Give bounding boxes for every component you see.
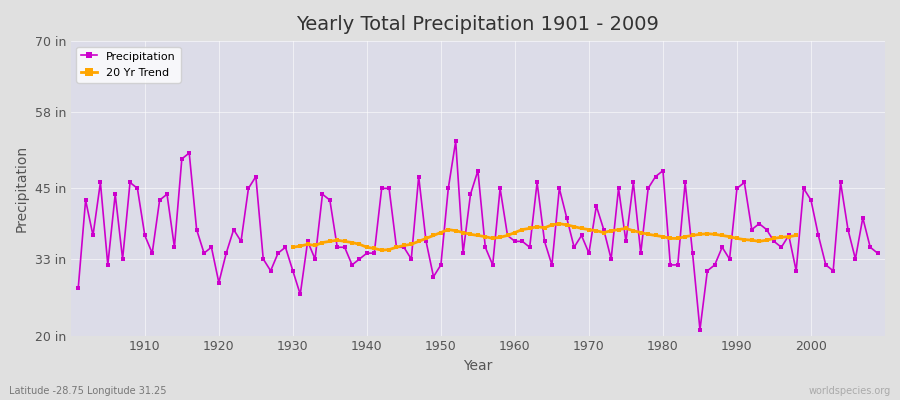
Text: Latitude -28.75 Longitude 31.25: Latitude -28.75 Longitude 31.25 [9,386,166,396]
20 Yr Trend [688,233,698,238]
Precipitation [73,286,84,291]
20 Yr Trend [287,245,298,250]
20 Yr Trend [591,228,602,233]
Text: worldspecies.org: worldspecies.org [809,386,891,396]
20 Yr Trend [369,246,380,251]
Precipitation [517,239,527,244]
Line: 20 Yr Trend: 20 Yr Trend [291,222,798,252]
20 Yr Trend [783,234,794,239]
20 Yr Trend [392,245,402,250]
Title: Yearly Total Precipitation 1901 - 2009: Yearly Total Precipitation 1901 - 2009 [296,15,660,34]
Precipitation [295,292,306,297]
Precipitation [872,251,883,256]
Y-axis label: Precipitation: Precipitation [15,145,29,232]
Precipitation [339,245,350,250]
Precipitation [450,139,461,144]
20 Yr Trend [376,248,387,252]
20 Yr Trend [791,233,802,238]
X-axis label: Year: Year [464,359,492,373]
20 Yr Trend [554,221,564,226]
Precipitation [132,186,143,191]
Precipitation [606,257,616,262]
Legend: Precipitation, 20 Yr Trend: Precipitation, 20 Yr Trend [76,47,181,83]
Precipitation [695,327,706,332]
20 Yr Trend [325,239,336,244]
Line: Precipitation: Precipitation [76,140,879,332]
Precipitation [509,239,520,244]
